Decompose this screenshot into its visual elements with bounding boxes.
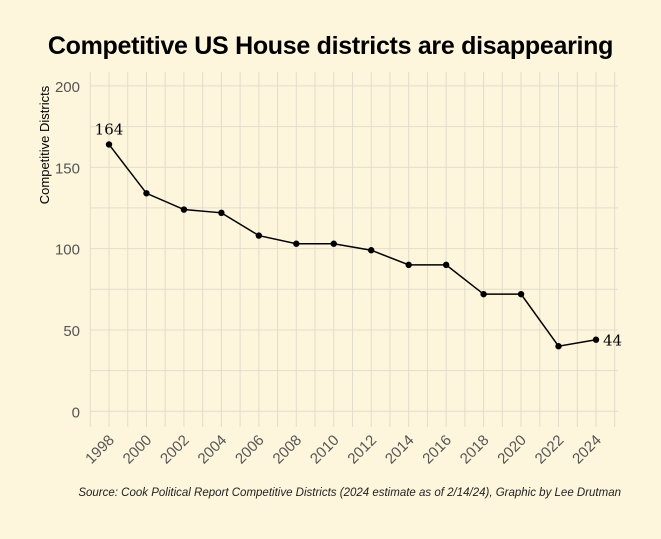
x-tick-label: 1998 [82, 432, 118, 468]
data-point [442, 261, 450, 269]
x-tick-label: 2004 [195, 432, 231, 468]
data-point [368, 247, 375, 254]
data-point [218, 209, 225, 217]
y-tick-label: 100 [55, 242, 80, 259]
x-tick-label: 2014 [382, 432, 418, 468]
data-label: 164 [95, 120, 124, 138]
y-tick-label: 150 [55, 160, 80, 177]
data-point [330, 240, 337, 247]
x-tick-label: 2018 [457, 432, 493, 468]
chart-title: Competitive US House districts are disap… [47, 32, 614, 60]
x-tick-label: 2008 [270, 432, 306, 468]
data-point [555, 343, 562, 350]
data-point [255, 232, 263, 239]
x-tick-label: 2000 [120, 432, 156, 468]
data-point [293, 240, 300, 247]
x-tick-label: 2006 [232, 432, 268, 468]
data-point [143, 190, 150, 197]
x-tick-label: 2010 [307, 432, 343, 468]
x-tick-label: 2024 [569, 432, 605, 468]
data-point [480, 290, 487, 298]
data-point [105, 141, 113, 148]
y-tick-label: 50 [63, 323, 80, 340]
y-tick-label: 0 [72, 404, 80, 421]
data-label: 44 [603, 332, 622, 350]
x-tick-label: 2002 [157, 432, 193, 468]
y-tick-label: 200 [55, 79, 80, 96]
data-point [592, 336, 600, 343]
x-tick-label: 2022 [532, 432, 568, 468]
y-axis-label: Competitive Districts [37, 85, 52, 204]
data-point [405, 261, 412, 269]
x-tick-label: 2016 [419, 432, 455, 468]
x-tick-label: 2020 [494, 432, 530, 468]
data-point [180, 206, 188, 213]
data-point [517, 290, 525, 298]
series-line [108, 144, 597, 348]
x-tick-label: 2012 [344, 432, 380, 468]
source-note: Source: Cook Political Report Competitiv… [78, 487, 621, 499]
